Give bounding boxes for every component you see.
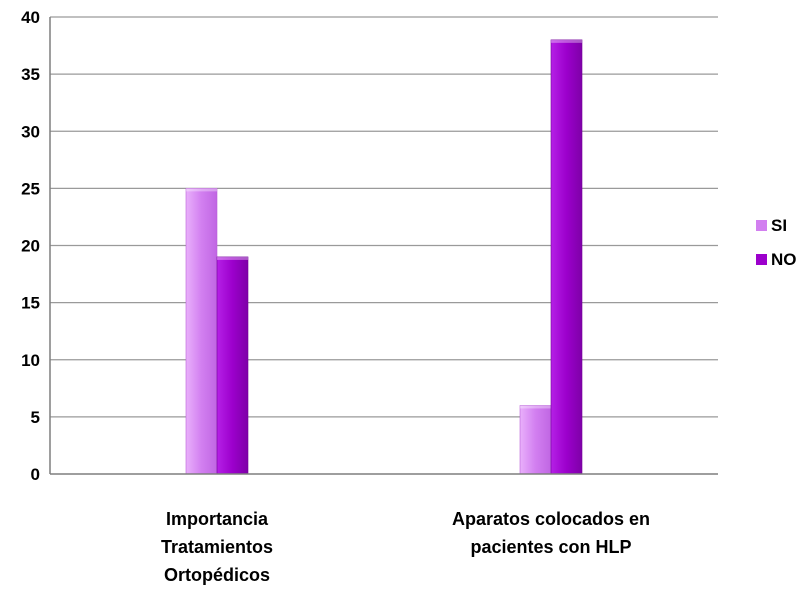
category-label-0-line-1: Tratamientos bbox=[161, 537, 273, 557]
category-label-0-line-0: Importancia bbox=[166, 509, 269, 529]
y-tick-label-15: 15 bbox=[21, 294, 40, 313]
y-tick-label-10: 10 bbox=[21, 351, 40, 370]
y-tick-label-25: 25 bbox=[21, 179, 40, 198]
category-label-1-line-1: pacientes con HLP bbox=[470, 537, 631, 557]
y-tick-label-40: 40 bbox=[21, 8, 40, 27]
legend-swatch-si bbox=[756, 220, 767, 231]
y-tick-label-30: 30 bbox=[21, 122, 40, 141]
legend-label-si: SI bbox=[771, 216, 787, 235]
y-axis-tick-labels: 0 5 10 15 20 25 30 35 40 bbox=[21, 8, 40, 484]
bar-no-1 bbox=[550, 39, 583, 475]
legend-swatch-no bbox=[756, 254, 767, 265]
bar-top-highlight-no-1 bbox=[551, 39, 582, 43]
bars bbox=[185, 39, 583, 475]
y-tick-label-5: 5 bbox=[31, 408, 40, 427]
bar-top-highlight-si-0 bbox=[186, 188, 217, 192]
y-tick-label-20: 20 bbox=[21, 237, 40, 256]
axes bbox=[49, 17, 718, 475]
legend-label-no: NO bbox=[771, 250, 797, 269]
gridlines bbox=[50, 16, 718, 418]
bar-top-highlight-no-0 bbox=[217, 256, 248, 260]
bar-si-0 bbox=[185, 188, 218, 475]
bar-si-1 bbox=[519, 405, 552, 475]
bar-top-highlight-si-1 bbox=[520, 405, 551, 409]
legend: SI NO bbox=[756, 216, 797, 269]
category-label-0-line-2: Ortopédicos bbox=[164, 565, 270, 585]
category-label-1-line-0: Aparatos colocados en bbox=[452, 509, 650, 529]
y-tick-label-0: 0 bbox=[31, 465, 40, 484]
bar-no-0 bbox=[216, 256, 249, 475]
category-labels: Importancia Tratamientos Ortopédicos Aparat… bbox=[161, 509, 650, 585]
y-tick-label-35: 35 bbox=[21, 65, 40, 84]
